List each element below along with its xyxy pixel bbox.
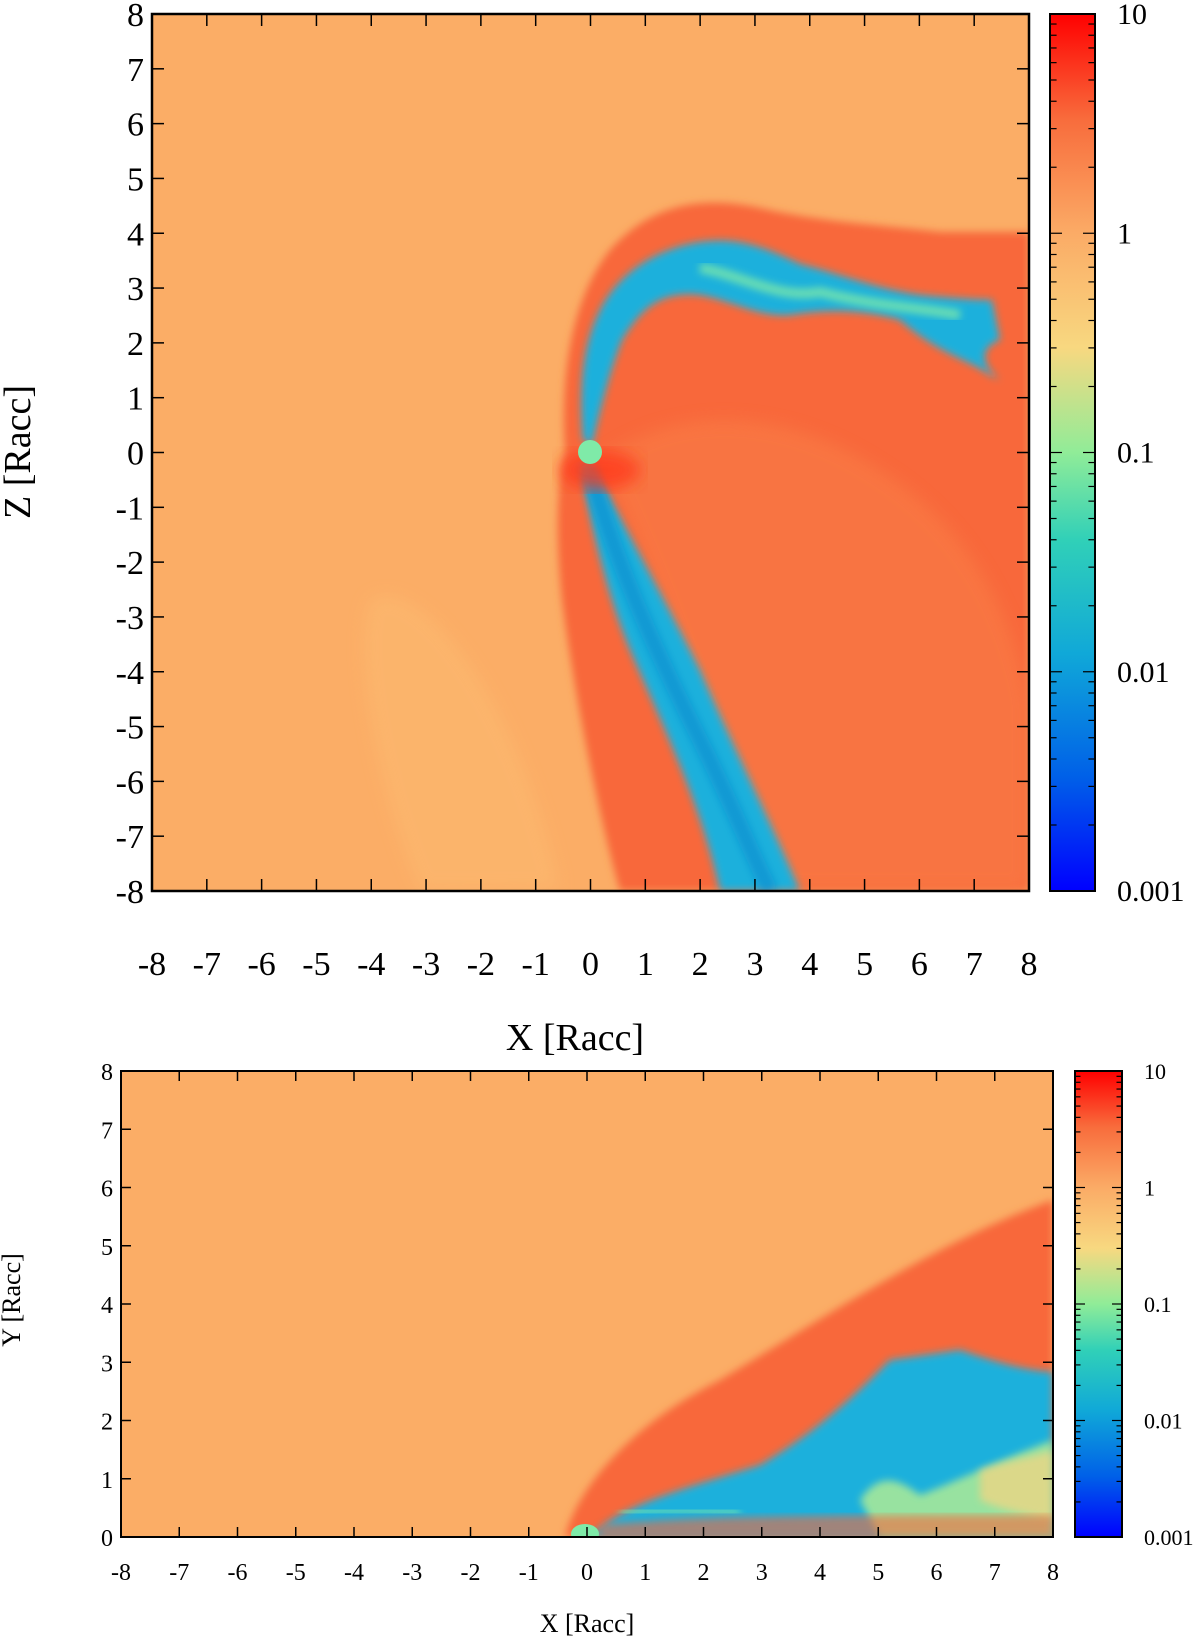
y-tick-label: 3 <box>127 271 144 308</box>
x-tick-label: -4 <box>357 946 385 983</box>
x-tick-label: -5 <box>302 946 330 983</box>
top-x-tick-labels: -8 -7 -6 -5 -4 -3 -2 -1 0 1 2 3 4 5 6 7 8 <box>138 946 1038 983</box>
bottom-axis-ticks <box>120 1070 1054 1538</box>
colorbar-tick-label: 0.01 <box>1144 1409 1183 1434</box>
y-tick-label: 0 <box>127 436 144 473</box>
colorbar-tick-label: 0.001 <box>1144 1525 1194 1550</box>
tail-upper <box>581 240 1000 445</box>
y-tick-label: 1 <box>101 1468 113 1494</box>
y-tick-label: 8 <box>101 1060 113 1086</box>
y-tick-label: 2 <box>101 1410 113 1436</box>
x-tick-label: -2 <box>467 946 495 983</box>
accretor-core-top <box>578 440 602 464</box>
y-tick-label: 4 <box>127 216 144 253</box>
x-tick-label: -2 <box>461 1560 481 1586</box>
y-tick-label: 6 <box>127 107 144 144</box>
y-tick-label: 5 <box>101 1235 113 1261</box>
colorbar-tick-label: 0.1 <box>1117 437 1155 470</box>
x-tick-label: 7 <box>989 1560 1001 1586</box>
x-tick-label: -3 <box>402 1560 422 1586</box>
x-tick-label: -1 <box>522 946 550 983</box>
x-tick-label: 0 <box>582 946 599 983</box>
colorbar-tick-label: 0.01 <box>1117 656 1170 689</box>
accretor-core-bottom <box>571 1524 599 1537</box>
x-tick-label: 7 <box>966 946 983 983</box>
x-tick-label: -6 <box>247 946 275 983</box>
top-x-axis-title: X [Racc] <box>506 1017 644 1059</box>
x-tick-label: 5 <box>872 1560 884 1586</box>
y-tick-label: 6 <box>101 1177 113 1203</box>
colorbar-tick-label: 0.001 <box>1117 875 1185 908</box>
y-tick-label: -7 <box>116 819 144 856</box>
x-tick-label: 5 <box>856 946 873 983</box>
x-tick-label: 8 <box>1047 1560 1059 1586</box>
x-tick-label: 1 <box>637 946 654 983</box>
bottom-y-tick-labels: 8 7 6 5 4 3 2 1 0 <box>101 1060 113 1552</box>
x-tick-label: 3 <box>746 946 763 983</box>
x-tick-label: -4 <box>344 1560 364 1586</box>
x-tick-label: -8 <box>111 1560 131 1586</box>
top-y-tick-labels: 8 7 6 5 4 3 2 1 0 -1 -2 -3 -4 -5 -6 -7 -8 <box>116 0 144 911</box>
bottom-y-axis-title: Y [Racc] <box>0 1253 26 1347</box>
colorbar-tick-label: 10 <box>1117 0 1147 31</box>
y-tick-label: 4 <box>101 1293 113 1319</box>
bottom-heatmap <box>121 1071 1053 1537</box>
bottom-x-axis-title: X [Racc] <box>540 1609 635 1638</box>
x-tick-label: -6 <box>228 1560 248 1586</box>
x-tick-label: -7 <box>193 946 221 983</box>
top-colorbar-ticks: 10 1 0.1 0.01 0.001 <box>1050 0 1185 908</box>
top-heatmap <box>152 14 1029 891</box>
y-tick-label: -6 <box>116 764 144 801</box>
y-tick-label: -2 <box>116 545 144 582</box>
tail-lower <box>580 462 800 891</box>
y-tick-label: -4 <box>116 655 144 692</box>
x-tick-label: -1 <box>519 1560 539 1586</box>
x-tick-label: 3 <box>756 1560 768 1586</box>
y-tick-label: 2 <box>127 326 144 363</box>
y-tick-label: 7 <box>127 52 144 89</box>
y-tick-label: 5 <box>127 161 144 198</box>
x-tick-label: 1 <box>639 1560 651 1586</box>
top-axis-ticks <box>151 13 1030 892</box>
y-tick-label: -5 <box>116 710 144 747</box>
y-tick-label: 8 <box>127 0 144 34</box>
x-tick-label: -7 <box>169 1560 189 1586</box>
colorbar-tick-label: 1 <box>1144 1176 1155 1201</box>
y-tick-label: 0 <box>101 1526 113 1552</box>
colorbar-tick-label: 0.1 <box>1144 1292 1172 1317</box>
x-tick-label: 8 <box>1021 946 1038 983</box>
x-tick-label: -3 <box>412 946 440 983</box>
x-tick-label: -8 <box>138 946 166 983</box>
y-tick-label: -3 <box>116 600 144 637</box>
y-tick-label: 1 <box>127 381 144 418</box>
y-tick-label: 7 <box>101 1118 113 1144</box>
x-tick-label: 4 <box>814 1560 826 1586</box>
y-tick-label: -8 <box>116 874 144 911</box>
y-tick-label: -1 <box>116 490 144 527</box>
top-y-axis-title: Z [Racc] <box>0 385 39 519</box>
x-tick-label: 0 <box>581 1560 593 1586</box>
bottom-colorbar-ticks: 10 1 0.1 0.01 0.001 <box>1075 1059 1194 1550</box>
x-tick-label: -5 <box>286 1560 306 1586</box>
y-tick-label: 3 <box>101 1351 113 1377</box>
x-tick-label: 4 <box>801 946 818 983</box>
bottom-x-tick-labels: -8 -7 -6 -5 -4 -3 -2 -1 0 1 2 3 4 5 6 7 8 <box>111 1560 1059 1586</box>
colorbar-tick-label: 10 <box>1144 1059 1166 1084</box>
x-tick-label: 2 <box>698 1560 710 1586</box>
x-tick-label: 2 <box>692 946 709 983</box>
x-tick-label: 6 <box>931 1560 943 1586</box>
x-tick-label: 6 <box>911 946 928 983</box>
colorbar-tick-label: 1 <box>1117 217 1132 250</box>
